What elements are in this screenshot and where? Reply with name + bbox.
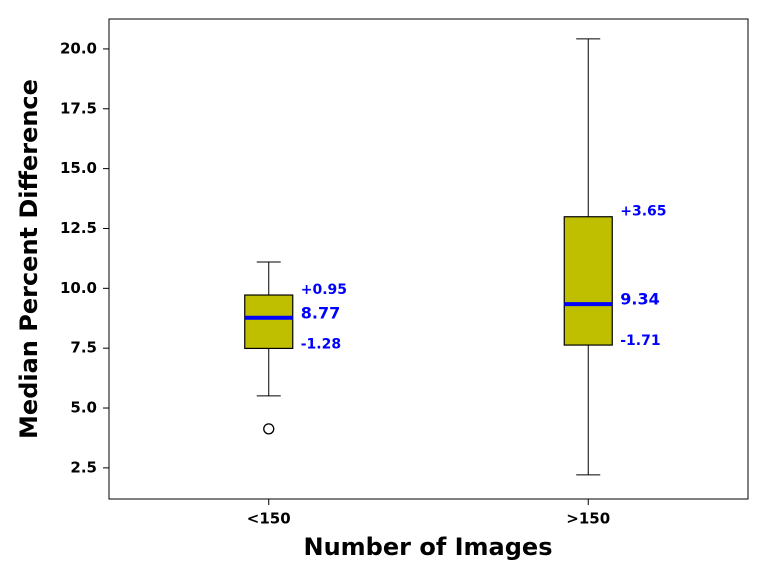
outlier: [263, 423, 275, 435]
y-tick-label: 10.0: [60, 279, 97, 297]
y-tick-label: 17.5: [60, 99, 97, 117]
y-tick-label: 5.0: [70, 399, 97, 417]
y-tick-label: 20.0: [60, 39, 97, 57]
lower-label: -1.71: [620, 333, 660, 349]
y-tick-label: 12.5: [60, 219, 97, 237]
x-axis-label: Number of Images: [304, 533, 553, 561]
upper-label: +3.65: [620, 204, 666, 220]
upper-label: +0.95: [301, 282, 347, 298]
median-label: 9.34: [620, 290, 659, 309]
box: [244, 294, 294, 350]
box: [563, 216, 613, 346]
y-tick-label: 15.0: [60, 159, 97, 177]
median-label: 8.77: [301, 303, 340, 322]
plot-frame: [108, 18, 749, 500]
y-tick-label: 2.5: [70, 458, 97, 476]
lower-label: -1.28: [301, 336, 341, 352]
x-tick-label: <150: [247, 510, 291, 528]
x-tick-label: >150: [566, 510, 610, 528]
y-axis-label: Median Percent Difference: [15, 79, 43, 439]
y-tick-label: 7.5: [70, 339, 97, 357]
